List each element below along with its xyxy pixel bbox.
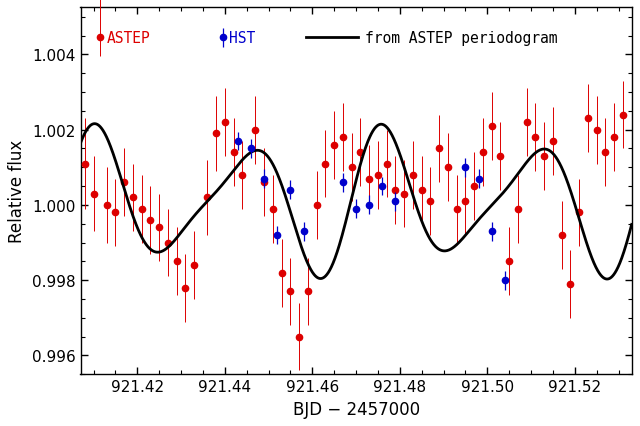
X-axis label: BJD − 2457000: BJD − 2457000 xyxy=(292,400,420,417)
Text: ASTEP: ASTEP xyxy=(107,31,150,46)
Text: HST: HST xyxy=(229,31,255,46)
Y-axis label: Relative flux: Relative flux xyxy=(8,140,26,243)
Text: from ASTEP periodogram: from ASTEP periodogram xyxy=(365,31,557,46)
